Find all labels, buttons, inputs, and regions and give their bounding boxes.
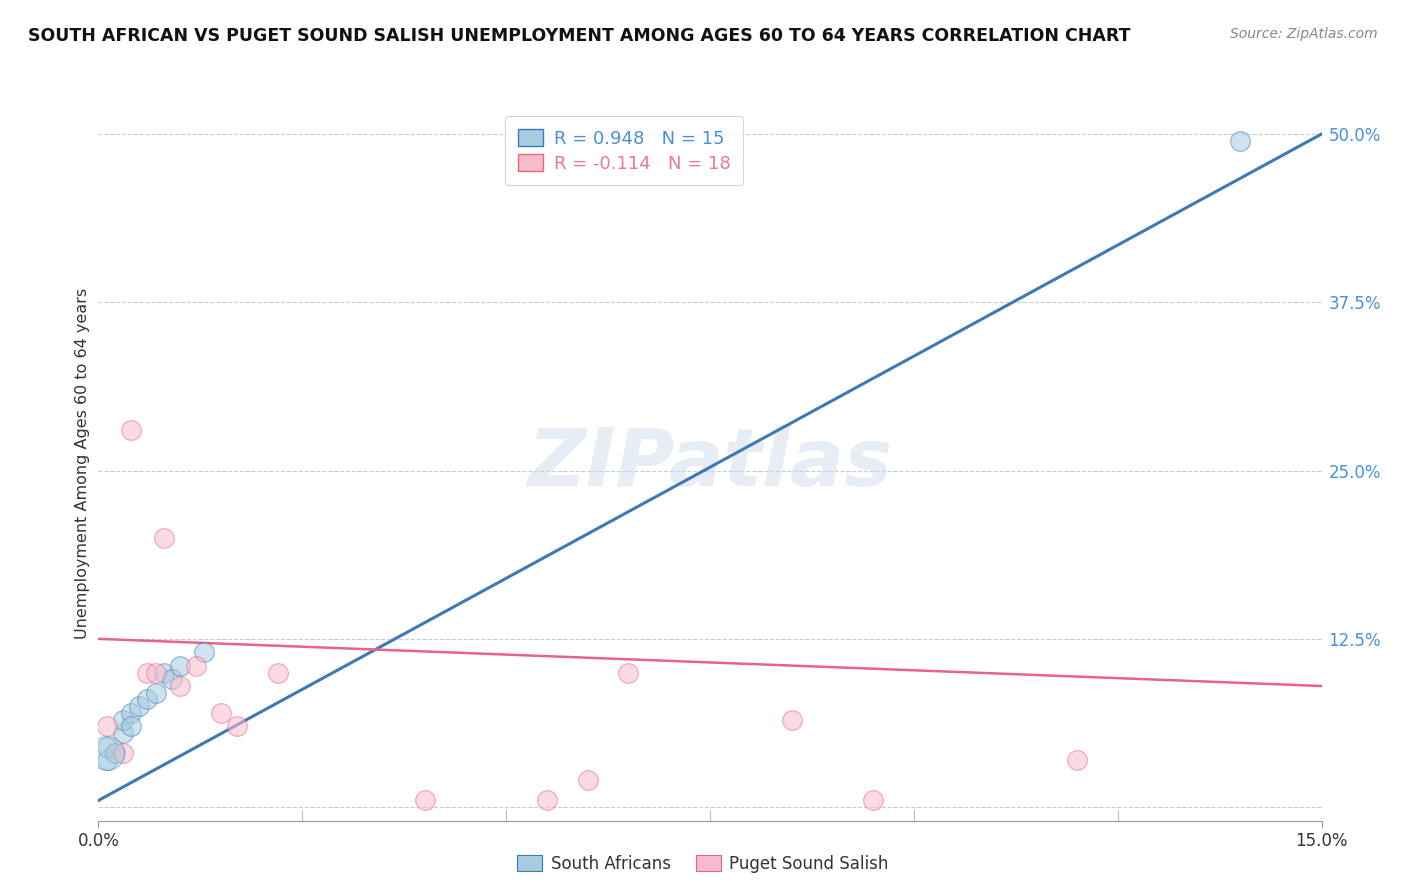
Point — [1229, 134, 1251, 148]
Point — [111, 747, 134, 761]
Text: Source: ZipAtlas.com: Source: ZipAtlas.com — [1230, 27, 1378, 41]
Legend: South Africans, Puget Sound Salish: South Africans, Puget Sound Salish — [510, 848, 896, 880]
Legend: R = 0.948   N = 15, R = -0.114   N = 18: R = 0.948 N = 15, R = -0.114 N = 18 — [505, 116, 744, 186]
Point — [145, 665, 167, 680]
Point — [145, 686, 167, 700]
Text: ZIPatlas: ZIPatlas — [527, 425, 893, 503]
Point — [152, 665, 174, 680]
Point — [96, 747, 118, 761]
Text: SOUTH AFRICAN VS PUGET SOUND SALISH UNEMPLOYMENT AMONG AGES 60 TO 64 YEARS CORRE: SOUTH AFRICAN VS PUGET SOUND SALISH UNEM… — [28, 27, 1130, 45]
Point — [169, 679, 191, 693]
Point — [96, 739, 118, 754]
Point — [186, 658, 208, 673]
Point — [780, 713, 803, 727]
Point — [111, 713, 134, 727]
Point — [576, 773, 599, 788]
Point — [120, 706, 142, 720]
Point — [617, 665, 640, 680]
Point — [96, 719, 118, 733]
Point — [193, 645, 215, 659]
Point — [136, 692, 159, 706]
Point — [1066, 753, 1088, 767]
Point — [267, 665, 290, 680]
Point — [536, 793, 558, 807]
Point — [160, 673, 183, 687]
Point — [226, 719, 249, 733]
Point — [128, 699, 150, 714]
Point — [104, 747, 127, 761]
Point — [120, 719, 142, 733]
Point — [120, 423, 142, 437]
Point — [413, 793, 436, 807]
Y-axis label: Unemployment Among Ages 60 to 64 years: Unemployment Among Ages 60 to 64 years — [75, 288, 90, 640]
Point — [136, 665, 159, 680]
Point — [862, 793, 884, 807]
Point — [152, 531, 174, 545]
Point — [169, 658, 191, 673]
Point — [96, 753, 118, 767]
Point — [209, 706, 232, 720]
Point — [111, 726, 134, 740]
